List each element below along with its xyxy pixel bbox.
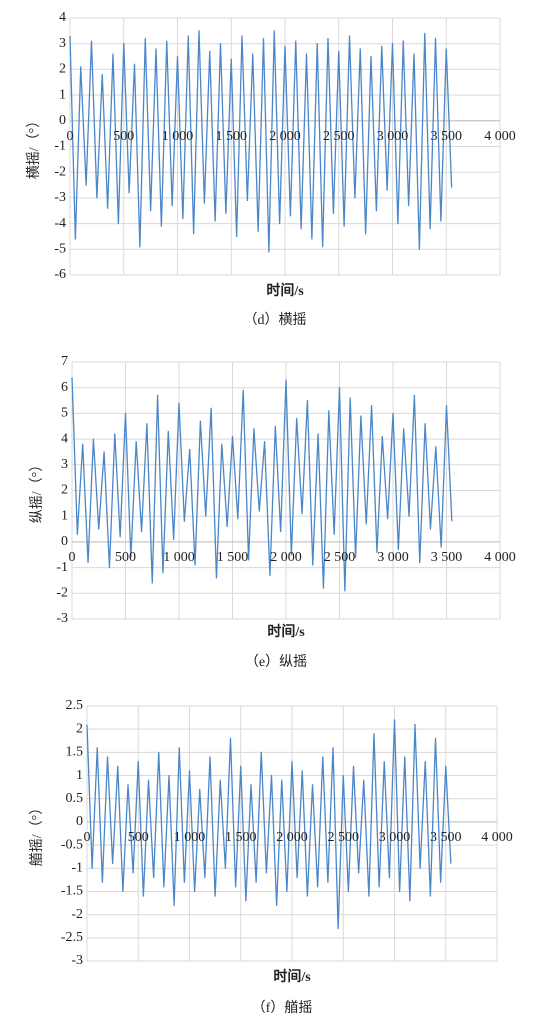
x-tick-label: 2 500 xyxy=(328,830,360,845)
x-tick-label: 2 500 xyxy=(323,129,355,144)
x-tick-label: 1 000 xyxy=(162,129,194,144)
x-tick-label: 2 000 xyxy=(269,129,301,144)
y-tick-label: -6 xyxy=(54,267,66,282)
x-tick-label: 3 500 xyxy=(430,830,462,845)
y-tick-label: 2 xyxy=(61,483,68,498)
x-tick-label: 0 xyxy=(67,129,74,144)
y-tick-label: -5 xyxy=(54,242,66,257)
y-tick-label: 0 xyxy=(61,534,68,549)
y-tick-label: 0 xyxy=(76,814,83,829)
x-tick-label: 4 000 xyxy=(481,830,513,845)
caption: （d）横摇 xyxy=(244,312,307,328)
caption: （f）艏摇 xyxy=(252,1000,313,1016)
y-tick-label: 5 xyxy=(61,406,68,421)
y-tick-label: 7 xyxy=(61,354,68,369)
x-tick-label: 2 000 xyxy=(270,550,302,565)
y-tick-label: -1 xyxy=(54,139,66,154)
x-tick-label: 3 000 xyxy=(377,129,409,144)
x-tick-label: 1 000 xyxy=(163,550,195,565)
x-tick-label: 3 000 xyxy=(377,550,409,565)
x-axis-title: 时间/s xyxy=(266,282,304,299)
y-tick-label: -2 xyxy=(54,164,66,179)
y-tick-label: -3 xyxy=(56,611,68,626)
y-tick-label: 3 xyxy=(59,36,66,51)
y-tick-label: -3 xyxy=(71,953,83,968)
y-tick-label: -2 xyxy=(71,907,83,922)
y-tick-label: 1 xyxy=(59,87,66,102)
y-tick-label: 1 xyxy=(61,508,68,523)
data-line xyxy=(71,377,453,592)
x-tick-label: 3 500 xyxy=(431,550,463,565)
data-line xyxy=(86,719,452,930)
y-axis-title: 艏摇/（°） xyxy=(29,801,45,867)
y-tick-label: 1 xyxy=(76,768,83,783)
y-tick-label: -1.5 xyxy=(61,884,83,899)
y-tick-label: 0.5 xyxy=(66,791,84,806)
y-tick-label: 4 xyxy=(61,431,68,446)
y-tick-label: 3 xyxy=(61,457,68,472)
y-tick-label: -3 xyxy=(54,190,66,205)
x-tick-label: 4 000 xyxy=(484,550,516,565)
y-axis-title: 横摇/（°） xyxy=(26,114,42,180)
x-tick-label: 1 500 xyxy=(216,129,248,144)
x-tick-label: 500 xyxy=(128,830,149,845)
x-tick-label: 0 xyxy=(84,830,91,845)
x-tick-label: 500 xyxy=(113,129,134,144)
x-tick-label: 1 500 xyxy=(217,550,249,565)
y-tick-label: -2.5 xyxy=(61,930,83,945)
y-tick-label: -2 xyxy=(56,586,68,601)
x-tick-label: 2 500 xyxy=(324,550,356,565)
y-tick-label: -0.5 xyxy=(61,837,83,852)
x-tick-label: 500 xyxy=(115,550,136,565)
data-line xyxy=(69,30,453,253)
x-axis-title: 时间/s xyxy=(273,968,311,985)
x-axis-title: 时间/s xyxy=(267,623,305,640)
y-tick-label: 6 xyxy=(61,380,68,395)
x-tick-label: 4 000 xyxy=(484,129,516,144)
x-tick-label: 0 xyxy=(69,550,76,565)
y-tick-label: 0 xyxy=(59,113,66,128)
y-tick-label: -1 xyxy=(56,560,68,575)
x-tick-label: 1 000 xyxy=(174,830,206,845)
y-tick-label: 2.5 xyxy=(66,698,84,713)
y-tick-label: 2 xyxy=(76,721,83,736)
y-axis-title: 纵摇/（°） xyxy=(29,458,45,524)
y-tick-label: 4 xyxy=(59,10,66,25)
x-tick-label: 3 000 xyxy=(379,830,411,845)
y-tick-label: -4 xyxy=(54,216,66,231)
x-tick-label: 1 500 xyxy=(225,830,257,845)
caption: （e）纵摇 xyxy=(245,654,307,670)
y-tick-label: 1.5 xyxy=(66,745,84,760)
x-tick-label: 3 500 xyxy=(431,129,463,144)
y-tick-label: 2 xyxy=(59,62,66,77)
y-tick-label: -1 xyxy=(71,860,83,875)
x-tick-label: 2 000 xyxy=(276,830,308,845)
